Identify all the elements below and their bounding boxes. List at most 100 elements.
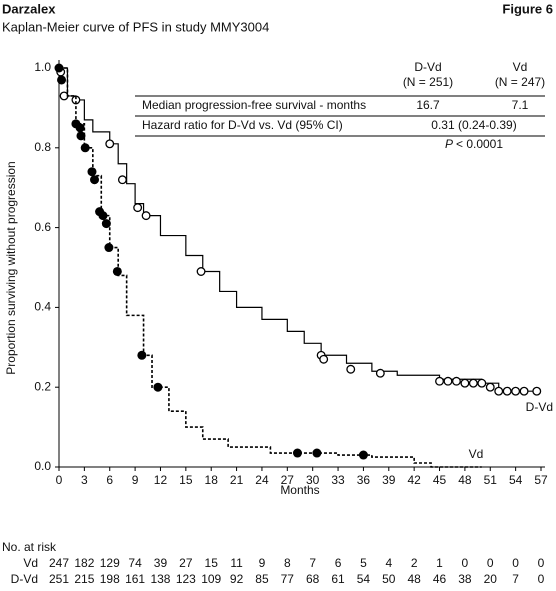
risk-row-label: Vd [23, 556, 38, 570]
censor-mark [153, 382, 163, 392]
risk-count: 251 [49, 572, 69, 586]
censor-mark [451, 376, 461, 386]
risk-count: 0 [538, 556, 545, 570]
table-column-arm: Vd [513, 60, 528, 74]
risk-count: 138 [150, 572, 170, 586]
censor-mark [468, 378, 478, 388]
risk-count: 46 [433, 572, 447, 586]
table-cell: Hazard ratio for D-Vd vs. Vd (95% CI) [142, 118, 343, 132]
x-tick-label: 54 [509, 473, 523, 487]
censor-mark [98, 211, 108, 221]
p-value: P < 0.0001 [445, 137, 503, 151]
y-tick-label: 0.4 [34, 300, 51, 314]
risk-count: 50 [382, 572, 396, 586]
x-tick-label: 15 [179, 473, 193, 487]
risk-count: 0 [487, 556, 494, 570]
censor-mark [292, 448, 302, 458]
risk-count: 68 [306, 572, 320, 586]
risk-count: 0 [462, 556, 469, 570]
x-tick-label: 45 [433, 473, 447, 487]
risk-count: 182 [74, 556, 94, 570]
table-column-n: (N = 251) [403, 75, 453, 89]
x-tick-label: 24 [255, 473, 269, 487]
x-tick-label: 39 [382, 473, 396, 487]
censor-mark [141, 211, 151, 221]
risk-count: 4 [385, 556, 392, 570]
risk-count: 11 [230, 556, 243, 570]
censor-mark [375, 368, 385, 378]
table-column-arm: D-Vd [414, 60, 441, 74]
x-tick-label: 21 [230, 473, 244, 487]
x-tick-label: 57 [534, 473, 548, 487]
censor-mark [87, 167, 97, 177]
censor-mark [532, 386, 542, 396]
risk-count: 15 [205, 556, 219, 570]
risk-count: 27 [179, 556, 193, 570]
censor-mark [511, 386, 521, 396]
censor-mark [519, 386, 529, 396]
chart-title: Kaplan-Meier curve of PFS in study MMY30… [2, 19, 269, 34]
risk-count: 0 [512, 556, 519, 570]
x-tick-label: 6 [106, 473, 113, 487]
x-tick-label: 51 [484, 473, 498, 487]
p-symbol: P [445, 137, 453, 151]
censor-mark [101, 219, 111, 229]
table-cell: 7.1 [512, 98, 529, 112]
risk-count: 38 [458, 572, 472, 586]
censor-mark [312, 448, 322, 458]
censor-mark [133, 203, 143, 213]
censor-mark [485, 382, 495, 392]
risk-count: 7 [512, 572, 519, 586]
censor-mark [105, 139, 115, 149]
x-tick-label: 9 [132, 473, 139, 487]
x-tick-label: 36 [357, 473, 371, 487]
x-tick-label: 33 [331, 473, 345, 487]
risk-count: 6 [335, 556, 342, 570]
risk-count: 48 [407, 572, 421, 586]
y-tick-label: 0.6 [34, 220, 51, 234]
x-axis-label: Months [280, 483, 319, 497]
risk-count: 74 [128, 556, 142, 570]
x-tick-label: 12 [154, 473, 168, 487]
x-tick-label: 3 [81, 473, 88, 487]
censor-mark [90, 175, 100, 185]
risk-title: No. at risk [2, 540, 57, 554]
risk-row-label: D-Vd [11, 572, 38, 586]
censor-mark [76, 131, 86, 141]
censor-mark [137, 350, 147, 360]
censor-mark [196, 267, 206, 276]
table-column-n: (N = 247) [495, 75, 545, 89]
censor-mark [443, 376, 453, 386]
censor-mark [75, 123, 85, 133]
y-tick-label: 0.8 [34, 140, 51, 154]
risk-count: 77 [281, 572, 295, 586]
censor-mark [494, 386, 504, 396]
p-text: < 0.0001 [456, 137, 503, 151]
risk-count: 247 [49, 556, 69, 570]
risk-count: 0 [538, 572, 545, 586]
censor-mark [319, 354, 329, 364]
risk-count: 5 [360, 556, 367, 570]
x-tick-label: 27 [281, 473, 295, 487]
risk-count: 1 [436, 556, 443, 570]
risk-count: 123 [176, 572, 196, 586]
censor-mark [460, 378, 470, 388]
y-tick-label: 0.2 [34, 379, 51, 393]
censor-mark [112, 266, 122, 276]
censor-mark [358, 450, 368, 460]
curve-label: Vd [469, 447, 484, 461]
risk-count: 39 [154, 556, 168, 570]
curve-label: D-Vd [526, 400, 553, 414]
risk-count: 7 [309, 556, 316, 570]
table-cell: 0.31 (0.24-0.39) [431, 118, 516, 132]
risk-count: 198 [100, 572, 120, 586]
censor-mark [346, 364, 356, 374]
km-curve [59, 67, 482, 468]
risk-count: 161 [125, 572, 145, 586]
risk-count: 215 [74, 572, 94, 586]
y-axis-label: Proportion surviving without progression [4, 161, 18, 374]
censor-mark [117, 175, 127, 185]
censor-mark [57, 75, 67, 85]
y-tick-label: 1.0 [34, 60, 51, 74]
censor-mark [435, 376, 444, 386]
